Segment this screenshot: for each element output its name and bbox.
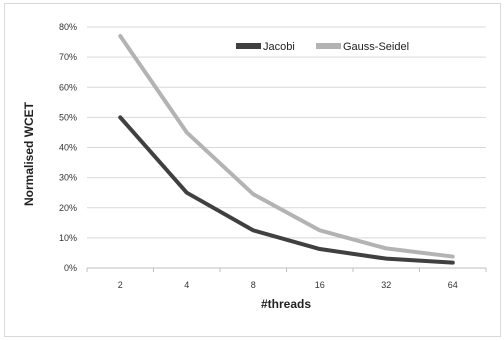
y-tick-label: 10% — [59, 233, 77, 243]
legend-label-gauss-seidel: Gauss-Seidel — [343, 41, 409, 53]
legend: Jacobi Gauss-Seidel — [236, 41, 409, 53]
series-line-jacobi — [118, 115, 455, 265]
chart-frame — [4, 3, 501, 337]
x-axis-ticks: 2 4 8 16 32 64 — [86, 268, 487, 290]
x-tick-label: 64 — [448, 280, 458, 290]
series-line-gauss-seidel — [118, 34, 455, 259]
y-tick-label: 80% — [59, 22, 77, 32]
y-tick-label: 20% — [59, 203, 77, 213]
x-axis-title: #threads — [261, 297, 311, 311]
y-axis-title: Normalised WCET — [22, 101, 36, 206]
y-axis-ticks: 0% 10% 20% 30% 40% 50% 60% 70% 80% — [59, 22, 77, 273]
y-tick-label: 60% — [59, 82, 77, 92]
x-tick-label: 2 — [118, 280, 123, 290]
series-lines — [118, 34, 455, 265]
y-tick-label: 50% — [59, 112, 77, 122]
x-tick-label: 4 — [184, 280, 189, 290]
y-tick-label: 30% — [59, 173, 77, 183]
y-tick-label: 0% — [64, 263, 77, 273]
x-tick-label: 8 — [251, 280, 256, 290]
legend-label-jacobi: Jacobi — [263, 41, 295, 53]
y-tick-label: 70% — [59, 52, 77, 62]
x-tick-label: 32 — [381, 280, 391, 290]
x-tick-label: 16 — [315, 280, 325, 290]
y-tick-label: 40% — [59, 143, 77, 153]
